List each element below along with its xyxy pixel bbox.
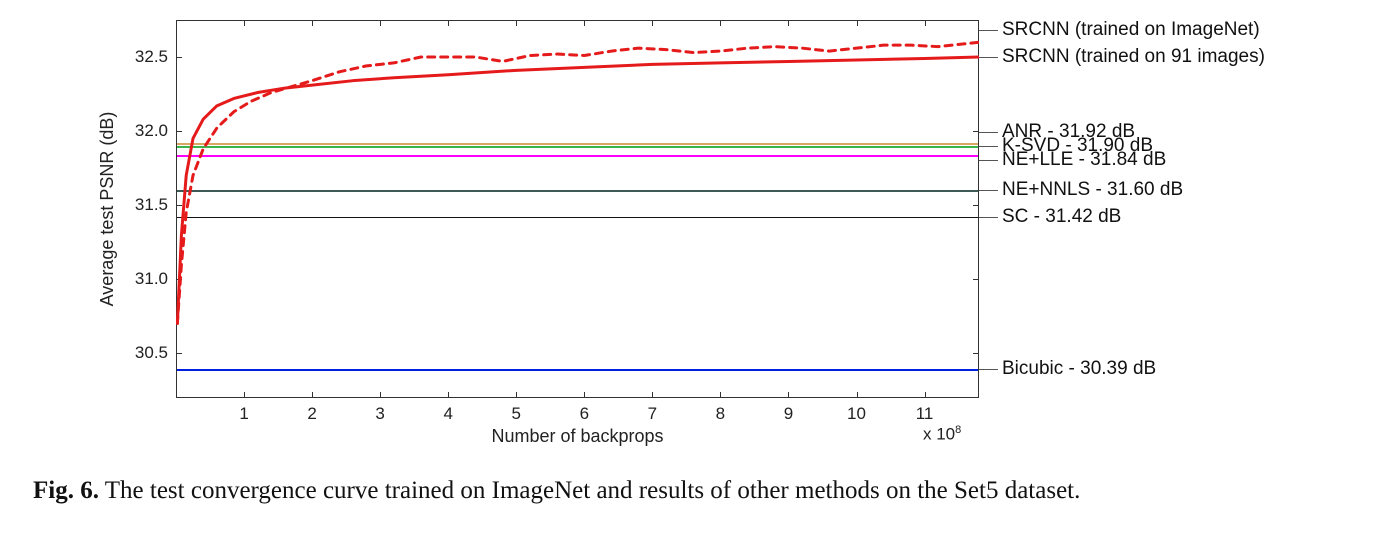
x-tick-label: 6 bbox=[580, 404, 589, 424]
x-tick-label: 5 bbox=[512, 404, 521, 424]
curve-label-srcnn-imagenet: SRCNN (trained on ImageNet) bbox=[1002, 19, 1260, 41]
x-tick-label: 4 bbox=[443, 404, 452, 424]
baseline-label-ne-nnls: NE+NNLS - 31.60 dB bbox=[1002, 179, 1183, 201]
curve-srcnn-imagenet bbox=[177, 42, 979, 323]
baseline-label-bicubic: Bicubic - 30.39 dB bbox=[1002, 358, 1156, 380]
chart: 30.531.031.532.032.51234567891011Number … bbox=[0, 0, 1375, 460]
x-axis-multiplier: x 108 bbox=[923, 424, 961, 445]
curve-srcnn-91 bbox=[177, 57, 979, 323]
figure-caption: Fig. 6. The test convergence curve train… bbox=[33, 475, 1355, 507]
leader-line bbox=[979, 190, 998, 191]
x-axis-label: Number of backprops bbox=[176, 426, 979, 447]
leader-line bbox=[979, 132, 998, 133]
curves-svg bbox=[0, 0, 981, 400]
curve-label-srcnn-91: SRCNN (trained on 91 images) bbox=[1002, 46, 1265, 68]
x-tick-label: 11 bbox=[916, 404, 934, 424]
leader-line bbox=[979, 146, 998, 147]
x-tick-label: 1 bbox=[239, 404, 248, 424]
x-tick-label: 7 bbox=[648, 404, 657, 424]
baseline-label-ne-lle: NE+LLE - 31.84 dB bbox=[1002, 149, 1166, 171]
x-tick-label: 8 bbox=[716, 404, 725, 424]
x-tick-label: 9 bbox=[784, 404, 793, 424]
leader-line bbox=[979, 369, 998, 370]
leader-line bbox=[979, 30, 998, 31]
leader-line bbox=[979, 160, 998, 161]
page: 30.531.031.532.032.51234567891011Number … bbox=[0, 0, 1375, 543]
x-tick-label: 3 bbox=[375, 404, 384, 424]
x-tick-label: 10 bbox=[847, 404, 866, 424]
leader-line bbox=[979, 57, 998, 58]
baseline-label-sc: SC - 31.42 dB bbox=[1002, 206, 1121, 228]
x-tick-label: 2 bbox=[307, 404, 316, 424]
leader-line bbox=[979, 217, 998, 218]
